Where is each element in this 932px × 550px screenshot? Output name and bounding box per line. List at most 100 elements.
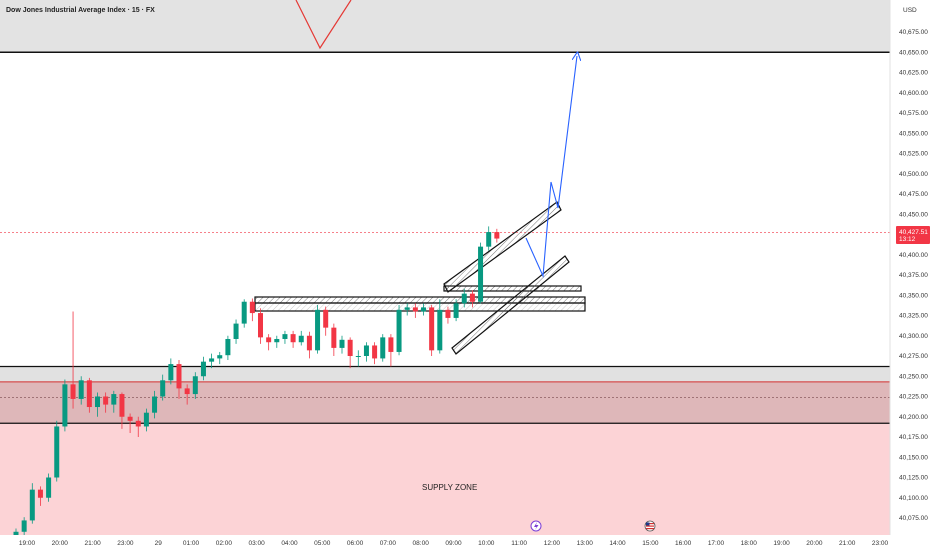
time-tick-label: 12:00 <box>544 540 561 547</box>
candle <box>429 304 435 356</box>
flash-icon[interactable] <box>530 520 542 532</box>
candle <box>127 413 133 433</box>
candle-body <box>388 337 394 352</box>
candle-body <box>331 327 337 348</box>
candle-body <box>62 384 68 427</box>
time-tick-label: 19:00 <box>19 540 36 547</box>
candle <box>168 358 174 385</box>
candle <box>86 377 92 413</box>
candle <box>478 242 484 304</box>
breakout-box[interactable] <box>443 285 582 292</box>
price-tick-label: 40,175.00 <box>899 434 928 441</box>
candle <box>404 303 410 316</box>
candle <box>469 290 475 308</box>
candle-body <box>380 337 386 359</box>
time-tick-label: 21:00 <box>839 540 856 547</box>
grey-band <box>0 366 890 382</box>
candle-body <box>168 364 174 381</box>
candle <box>331 323 337 356</box>
supply-zone-label: SUPPLY ZONE <box>422 483 477 492</box>
time-tick-label: 20:00 <box>806 540 823 547</box>
candle <box>70 311 76 409</box>
candle-body <box>323 309 329 328</box>
candle <box>298 330 304 346</box>
price-axis-background[interactable] <box>890 0 932 550</box>
time-tick-label: 05:00 <box>314 540 331 547</box>
rising-channel-upper[interactable] <box>443 201 562 293</box>
supply-zone-upper-band <box>0 381 890 424</box>
price-tick-label: 40,475.00 <box>899 191 928 198</box>
candle-body <box>103 396 109 405</box>
candle <box>266 334 272 351</box>
candle <box>200 356 206 381</box>
v-shape-marker <box>295 0 352 50</box>
candle-body <box>274 338 280 343</box>
candle <box>372 342 378 365</box>
time-axis-background[interactable] <box>0 535 890 550</box>
candle-body <box>152 396 158 413</box>
candle <box>461 288 467 308</box>
candle-body <box>404 307 410 310</box>
candle-body <box>29 489 35 521</box>
time-tick-label: 20:00 <box>52 540 69 547</box>
candle <box>119 392 125 429</box>
candle <box>315 304 321 354</box>
candle <box>339 335 345 354</box>
price-tick-label: 40,625.00 <box>899 70 928 77</box>
time-tick-label: 13:00 <box>577 540 594 547</box>
range-box-lower[interactable] <box>254 302 586 312</box>
us-flag-icon[interactable] <box>644 520 656 532</box>
candle-body <box>54 426 60 478</box>
candle-body <box>437 309 443 351</box>
candle-body <box>78 380 84 399</box>
candle <box>46 473 52 502</box>
candle-body <box>86 380 92 408</box>
candle <box>152 390 158 419</box>
price-tick-label: 40,225.00 <box>899 394 928 401</box>
last-price-tag: 40,427.51 13:12 <box>896 226 930 244</box>
price-tick-label: 40,200.00 <box>899 414 928 421</box>
candle <box>241 299 247 328</box>
time-tick-label: 02:00 <box>216 540 233 547</box>
candle <box>453 299 459 322</box>
candle <box>103 392 109 413</box>
candle <box>135 416 141 437</box>
projection-path[interactable] <box>525 56 577 279</box>
price-tick-label: 40,125.00 <box>899 475 928 482</box>
candle <box>192 372 198 399</box>
candle-body <box>160 380 166 397</box>
chart-title: Dow Jones Industrial Average Index · 15 … <box>6 7 155 14</box>
price-tick-label: 40,525.00 <box>899 151 928 158</box>
time-tick-label: 03:00 <box>249 540 266 547</box>
price-tick-label: 40,275.00 <box>899 353 928 360</box>
time-tick-label: 21:00 <box>84 540 101 547</box>
candle-body <box>355 356 361 357</box>
price-tick-label: 40,675.00 <box>899 29 928 36</box>
candle-body <box>421 307 426 312</box>
candle-body <box>494 232 500 239</box>
price-tick-label: 40,100.00 <box>899 495 928 502</box>
time-tick-label: 18:00 <box>741 540 758 547</box>
candle-body <box>469 293 475 302</box>
candle <box>21 517 27 537</box>
range-box-upper[interactable] <box>254 296 586 304</box>
candle <box>355 350 361 367</box>
candle-body <box>21 520 27 532</box>
candle-body <box>461 293 467 304</box>
candle <box>258 308 263 344</box>
candle <box>380 334 386 362</box>
candle-body <box>46 477 52 498</box>
candle <box>95 392 100 417</box>
candle <box>37 486 43 506</box>
candle <box>160 374 166 401</box>
candle-body <box>233 323 239 339</box>
candle-body <box>372 345 378 359</box>
rising-channel-lower[interactable] <box>451 255 570 355</box>
candle <box>396 304 402 356</box>
price-tick-label: 40,075.00 <box>899 515 928 522</box>
price-tick-label: 40,150.00 <box>899 454 928 461</box>
time-axis: 19:00 20:00 21:00 23:00 29 01:00 02:00 03:00 04:… <box>19 540 889 547</box>
candle <box>486 226 492 251</box>
upper-resistance-zone <box>0 0 890 53</box>
